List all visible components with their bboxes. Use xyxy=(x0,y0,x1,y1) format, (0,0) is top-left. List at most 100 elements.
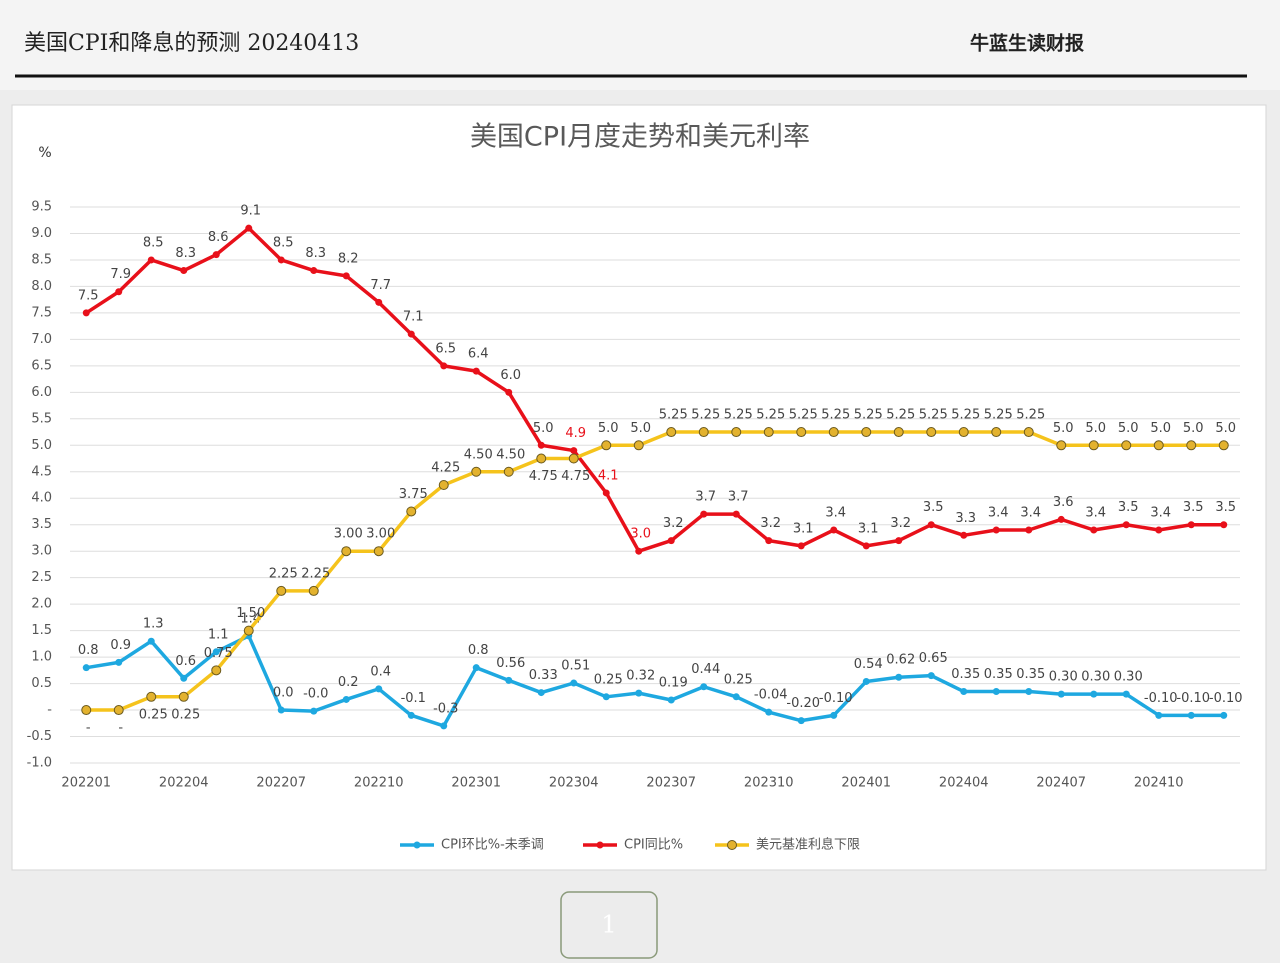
data-label: 7.7 xyxy=(370,278,391,293)
data-label: 3.2 xyxy=(663,516,684,531)
data-label: 0.25 xyxy=(171,707,200,722)
data-label: 5.0 xyxy=(1085,421,1106,436)
marker xyxy=(1220,711,1228,719)
marker xyxy=(1057,690,1065,698)
data-label: 5.25 xyxy=(854,408,883,423)
data-label: 0.25 xyxy=(724,672,753,687)
data-label: 8.3 xyxy=(305,246,326,261)
marker xyxy=(178,691,189,702)
data-label: 3.5 xyxy=(1215,500,1236,515)
y-tick-label: 3.5 xyxy=(31,517,52,532)
x-tick-label: 202204 xyxy=(159,776,209,791)
marker xyxy=(81,705,92,716)
marker xyxy=(180,267,188,275)
marker xyxy=(1218,440,1229,451)
data-label: 0.2 xyxy=(338,675,359,690)
marker xyxy=(570,447,578,455)
data-label: 0.35 xyxy=(984,667,1013,682)
marker xyxy=(895,673,903,681)
x-tick-label: 202310 xyxy=(744,776,794,791)
data-label: 3.4 xyxy=(1150,506,1171,521)
y-tick-label: 8.0 xyxy=(31,279,52,294)
legend-marker xyxy=(727,840,737,850)
data-label: 0.8 xyxy=(78,643,99,658)
data-label: 3.7 xyxy=(728,490,749,505)
y-tick-label: -0.5 xyxy=(27,729,52,744)
x-tick-label: 202401 xyxy=(841,776,891,791)
legend-marker xyxy=(413,841,421,849)
data-label: 2.25 xyxy=(301,566,330,581)
data-label: 0.32 xyxy=(626,669,655,684)
series-line xyxy=(85,226,1224,553)
x-tick-label: 202304 xyxy=(549,776,599,791)
marker xyxy=(830,526,838,534)
data-label: 3.5 xyxy=(923,500,944,515)
data-label: 5.25 xyxy=(756,408,785,423)
series-line xyxy=(86,430,1224,712)
marker xyxy=(1090,526,1098,534)
data-label: 5.0 xyxy=(1118,421,1139,436)
data-label: -0.0 xyxy=(303,687,328,702)
data-label: 7.1 xyxy=(403,310,424,325)
data-label: 3.00 xyxy=(366,527,395,542)
marker xyxy=(830,711,838,719)
marker xyxy=(407,711,415,719)
y-tick-label: 1.5 xyxy=(31,623,52,638)
data-label: -0.10 xyxy=(819,691,853,706)
data-label: 3.7 xyxy=(695,490,716,505)
data-label: 0.33 xyxy=(529,668,558,683)
marker xyxy=(310,707,318,715)
data-label: 3.1 xyxy=(793,521,814,536)
marker xyxy=(147,637,155,645)
marker xyxy=(277,706,285,714)
y-tick-label: 4.0 xyxy=(31,491,52,506)
data-label: 8.5 xyxy=(143,235,164,250)
x-tick-label: 202410 xyxy=(1134,776,1184,791)
data-label: 5.25 xyxy=(984,408,1013,423)
marker xyxy=(602,693,610,701)
data-label: 1.3 xyxy=(143,617,164,632)
marker xyxy=(568,453,579,464)
marker xyxy=(146,691,157,702)
marker xyxy=(862,677,870,685)
marker xyxy=(1155,711,1163,719)
marker xyxy=(698,427,709,438)
data-label: 8.3 xyxy=(175,246,196,261)
header-brand: 牛蓝生读财报 xyxy=(970,32,1084,55)
marker xyxy=(666,427,677,438)
marker xyxy=(797,717,805,725)
marker xyxy=(1186,440,1197,451)
marker xyxy=(667,696,675,704)
x-tick-label: 202404 xyxy=(939,776,989,791)
series-line xyxy=(85,634,1224,728)
marker xyxy=(1023,427,1034,438)
marker xyxy=(1057,515,1065,523)
x-tick-label: 202301 xyxy=(451,776,501,791)
marker xyxy=(82,309,90,317)
marker xyxy=(992,688,1000,696)
marker xyxy=(635,547,643,555)
marker xyxy=(601,440,612,451)
y-tick-label: 2.0 xyxy=(31,597,52,612)
data-label: 0.35 xyxy=(1016,667,1045,682)
data-label: 0.65 xyxy=(919,651,948,666)
marker xyxy=(505,388,513,396)
marker xyxy=(440,362,448,370)
data-label: 0.4 xyxy=(370,664,391,679)
marker xyxy=(243,625,254,636)
marker xyxy=(341,546,352,557)
marker xyxy=(277,256,285,264)
legend-label: CPI环比%-未季调 xyxy=(441,838,544,853)
data-label: 7.9 xyxy=(110,267,131,282)
marker xyxy=(147,256,155,264)
marker xyxy=(765,537,773,545)
x-tick-label: 202407 xyxy=(1036,776,1086,791)
marker xyxy=(926,427,937,438)
marker xyxy=(115,658,123,666)
marker xyxy=(472,367,480,375)
marker xyxy=(308,585,319,596)
marker xyxy=(1025,688,1033,696)
marker xyxy=(310,267,318,275)
data-label: 3.5 xyxy=(1118,500,1139,515)
